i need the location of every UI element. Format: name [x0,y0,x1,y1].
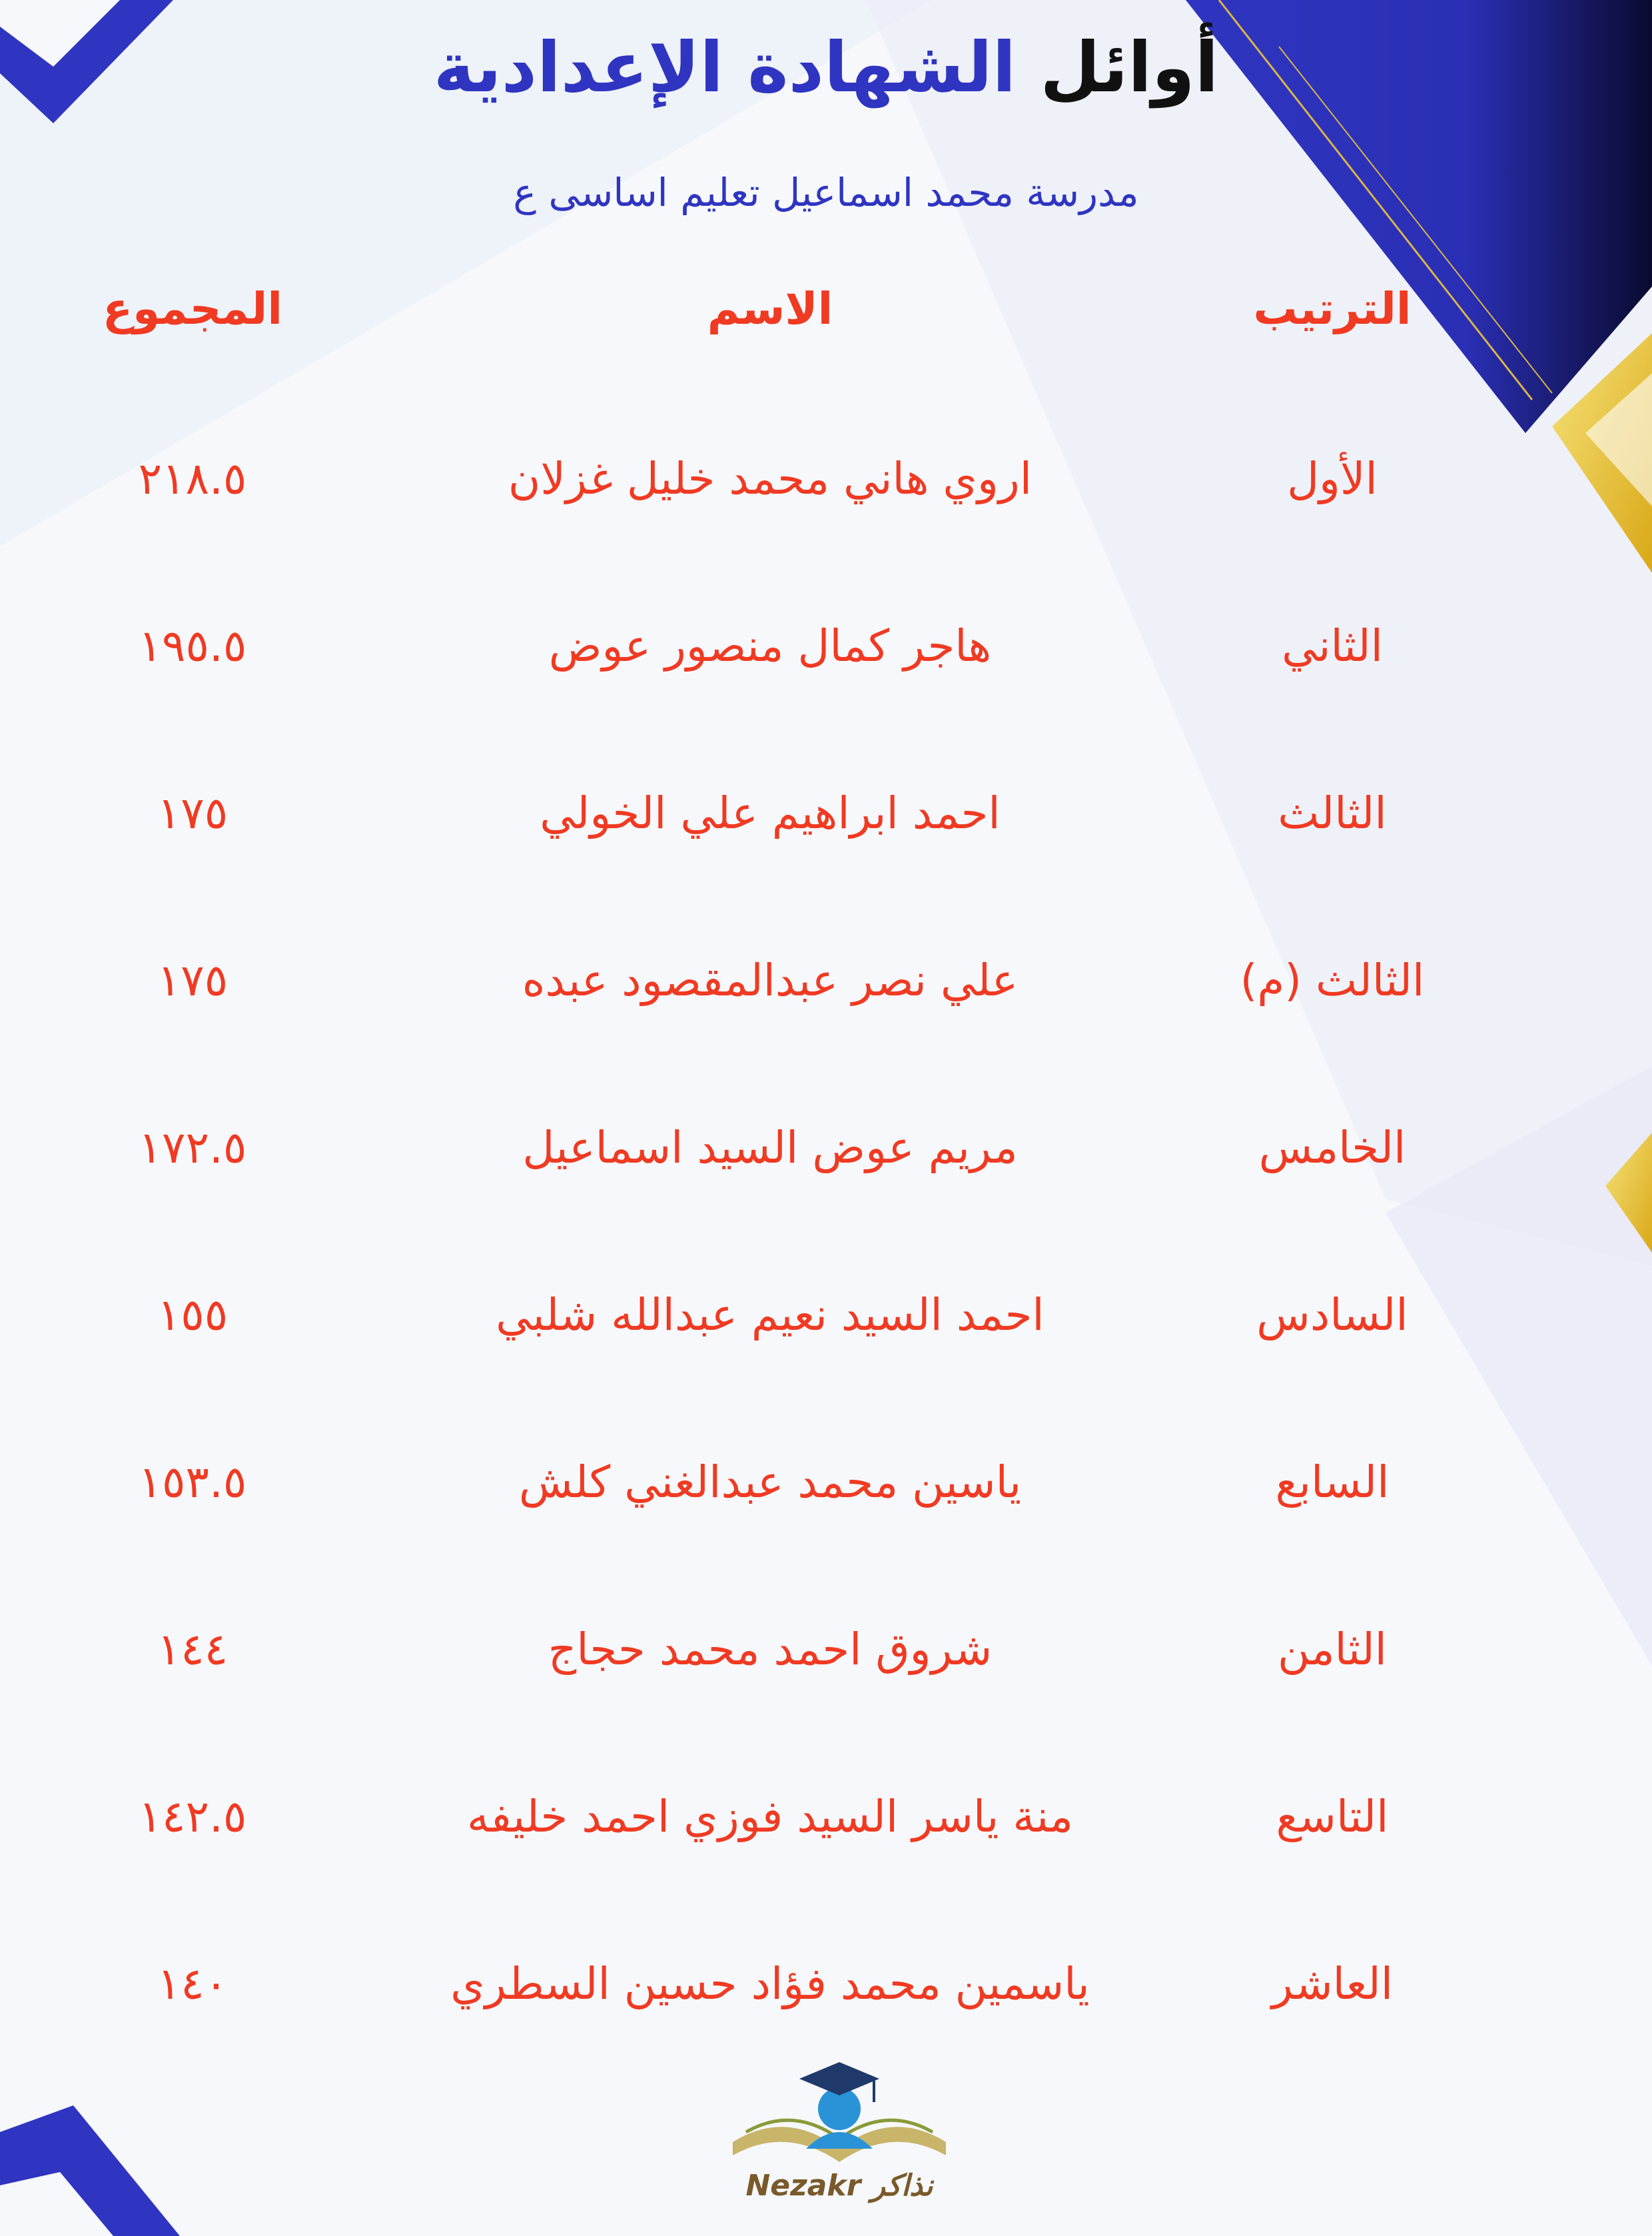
rank-cell: الثالث [1278,788,1387,839]
total-cell: ١٥٣.٥ [138,1456,247,1508]
total-cell: ١٩٥.٥ [138,620,247,672]
rank-cell: السادس [1256,1289,1408,1341]
table-row: التاسع منة ياسر السيد فوزي احمد خليفه ١٤٢.… [0,1791,1652,1871]
name-cell: احمد ابراهيم علي الخولي [540,788,1001,839]
table-row: الأول اروي هاني محمد خليل غزلان ٢١٨.٥ [0,453,1652,533]
table-header: الترتيب الاسم المجموع [0,283,1652,363]
page-title: أوائل الشهادة الإعدادية [0,27,1652,108]
graduate-book-icon [733,2062,946,2162]
rank-cell: الخامس [1258,1122,1406,1173]
name-cell: ياسين محمد عبدالغني كلش [518,1456,1022,1508]
table-row: الثامن شروق احمد محمد حجاج ١٤٤ [0,1624,1652,1704]
name-cell: هاجر كمال منصور عوض [548,620,992,672]
name-cell: مريم عوض السيد اسماعيل [522,1122,1018,1173]
school-name: مدرسة محمد اسماعيل تعليم اساسى ع [513,170,1139,215]
total-cell: ١٤٢.٥ [138,1791,247,1842]
name-cell: منة ياسر السيد فوزي احمد خليفه [466,1791,1074,1842]
table-row: الخامس مريم عوض السيد اسماعيل ١٧٢.٥ [0,1122,1652,1202]
header-rank: الترتيب [1253,283,1412,334]
rank-cell: السابع [1275,1456,1390,1508]
total-cell: ١٥٥ [157,1289,228,1341]
name-cell: شروق احمد محمد حجاج [548,1624,993,1675]
total-cell: ١٤٤ [157,1624,228,1675]
name-cell: اروي هاني محمد خليل غزلان [508,453,1032,504]
total-cell: ١٧٥ [157,955,228,1006]
logo-text: Nezakr نذاكر [745,2169,933,2203]
header-total: المجموع [103,283,282,334]
table-row: العاشر ياسمين محمد فؤاد حسين السطري ١٤٠ [0,1958,1652,2038]
total-cell: ١٧٢.٥ [138,1122,247,1173]
name-cell: علي نصر عبدالمقصود عبده [522,955,1019,1006]
rank-cell: الثامن [1277,1624,1388,1675]
table-row: الثاني هاجر كمال منصور عوض ١٩٥.٥ [0,620,1652,700]
rank-cell: الثالث (م) [1240,955,1425,1006]
total-cell: ١٧٥ [157,788,228,839]
name-cell: ياسمين محمد فؤاد حسين السطري [450,1958,1090,2009]
name-cell: احمد السيد نعيم عبدالله شلبي [496,1289,1044,1341]
table-row: الثالث احمد ابراهيم علي الخولي ١٧٥ [0,788,1652,867]
rank-cell: التاسع [1276,1791,1389,1842]
title-part-2: الشهادة الإعدادية [433,27,1017,108]
table-row: السابع ياسين محمد عبدالغني كلش ١٥٣.٥ [0,1456,1652,1536]
rank-cell: الثاني [1282,620,1383,672]
table-row: الثالث (م) علي نصر عبدالمقصود عبده ١٧٥ [0,955,1652,1035]
total-cell: ٢١٨.٥ [138,453,247,504]
header-name: الاسم [707,283,833,334]
title-part-1: أوائل [1040,27,1219,108]
nezakr-logo: Nezakr نذاكر [719,2049,959,2222]
table-row: السادس احمد السيد نعيم عبدالله شلبي ١٥٥ [0,1289,1652,1369]
rank-cell: الأول [1287,453,1378,504]
rank-cell: العاشر [1271,1958,1394,2009]
total-cell: ١٤٠ [157,1958,228,2009]
